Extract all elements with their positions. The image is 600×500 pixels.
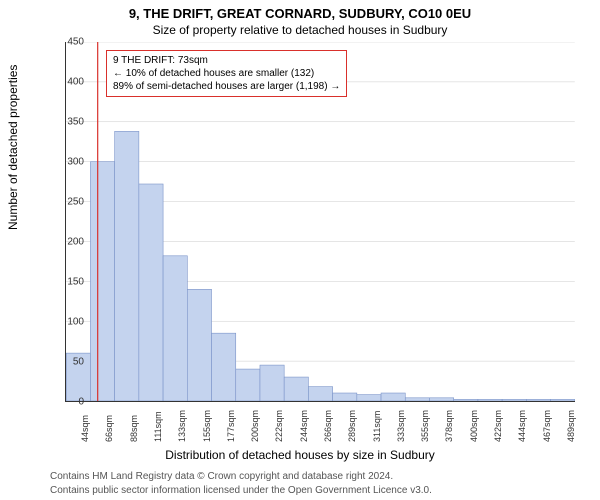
x-tick-label: 333sqm <box>396 410 406 442</box>
x-tick-label: 133sqm <box>177 410 187 442</box>
x-tick-label: 400sqm <box>469 410 479 442</box>
x-tick-label: 200sqm <box>250 410 260 442</box>
y-tick-label: 400 <box>67 77 84 88</box>
x-tick-label: 111sqm <box>153 411 163 442</box>
chart-container: { "chart": { "type": "histogram", "title… <box>0 0 600 500</box>
histogram-bar <box>381 393 405 401</box>
y-tick-label: 250 <box>67 197 84 208</box>
x-tick-label: 66sqm <box>104 415 114 442</box>
histogram-bar <box>212 333 236 401</box>
y-tick-label: 350 <box>67 117 84 128</box>
chart-title-line2: Size of property relative to detached ho… <box>0 23 600 37</box>
y-tick-label: 300 <box>67 157 84 168</box>
histogram-bar <box>551 399 575 401</box>
y-tick-label: 200 <box>67 237 84 248</box>
histogram-bar <box>187 289 211 401</box>
x-tick-label: 355sqm <box>420 410 430 442</box>
footer-line2: Contains public sector information licen… <box>50 485 432 496</box>
histogram-bar <box>139 184 163 401</box>
x-tick-label: 155sqm <box>202 410 212 442</box>
x-tick-label: 444sqm <box>517 410 527 442</box>
histogram-bar <box>308 387 332 401</box>
x-tick-label: 311sqm <box>372 411 382 442</box>
x-tick-label: 467sqm <box>542 410 552 442</box>
y-tick-label: 100 <box>67 317 84 328</box>
x-tick-label: 177sqm <box>226 410 236 442</box>
y-tick-label: 450 <box>67 37 84 48</box>
annotation-line2: ← 10% of detached houses are smaller (13… <box>113 67 340 80</box>
histogram-bar <box>357 395 381 401</box>
histogram-bar <box>115 131 139 401</box>
x-tick-label: 422sqm <box>493 410 503 442</box>
histogram-bar <box>454 399 478 401</box>
histogram-bar <box>90 162 114 401</box>
annotation-box: 9 THE DRIFT: 73sqm ← 10% of detached hou… <box>106 50 347 97</box>
x-axis-label: Distribution of detached houses by size … <box>0 448 600 462</box>
x-tick-label: 244sqm <box>299 410 309 442</box>
histogram-bar <box>478 399 502 401</box>
y-tick-label: 50 <box>73 357 84 368</box>
histogram-bar <box>405 398 429 401</box>
histogram-bar <box>526 399 550 401</box>
x-tick-label: 44sqm <box>80 415 90 442</box>
footer-line1: Contains HM Land Registry data © Crown c… <box>50 471 393 482</box>
x-tick-label: 378sqm <box>444 410 454 442</box>
y-axis-label: Number of detached properties <box>6 65 20 230</box>
y-tick-label: 150 <box>67 277 84 288</box>
x-tick-label: 289sqm <box>347 410 357 442</box>
histogram-bar <box>429 398 453 401</box>
histogram-bar <box>236 369 260 401</box>
annotation-line3: 89% of semi-detached houses are larger (… <box>113 80 340 93</box>
chart-title-line1: 9, THE DRIFT, GREAT CORNARD, SUDBURY, CO… <box>0 6 600 21</box>
x-tick-label: 222sqm <box>274 410 284 442</box>
x-tick-label: 88sqm <box>129 415 139 442</box>
histogram-bar <box>333 393 357 401</box>
histogram-bar <box>284 377 308 401</box>
x-tick-label: 489sqm <box>566 410 576 442</box>
y-tick-label: 0 <box>78 397 84 408</box>
histogram-bar <box>163 256 187 401</box>
annotation-line1: 9 THE DRIFT: 73sqm <box>113 54 340 67</box>
x-tick-label: 266sqm <box>323 410 333 442</box>
histogram-bar <box>502 399 526 401</box>
histogram-bar <box>260 365 284 401</box>
